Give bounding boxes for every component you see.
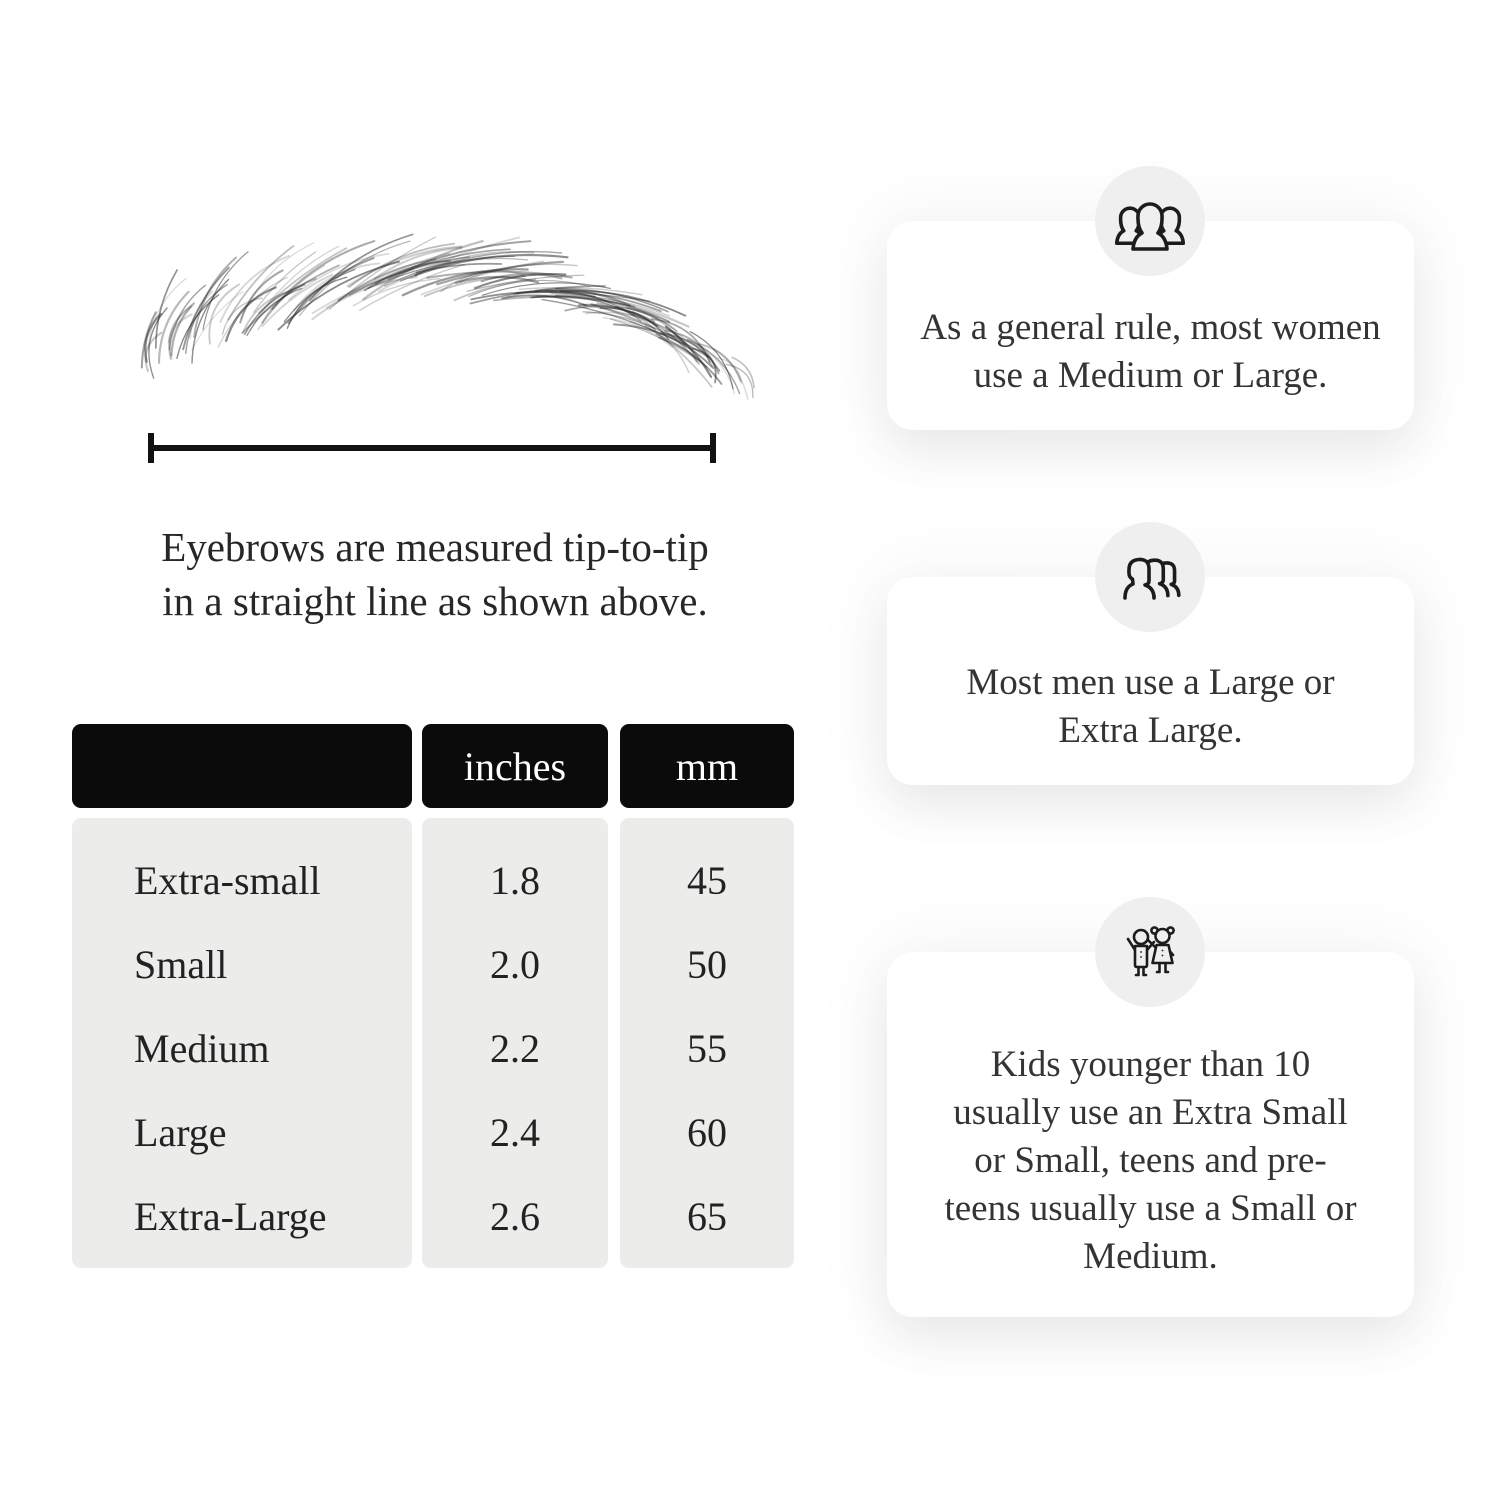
eyebrow-illustration [140, 233, 755, 400]
table-body: Extra-small 1.8 45 Small 2.0 50 Medium 2… [72, 818, 794, 1268]
cell-inches-value: 2.0 [490, 941, 540, 987]
table-header-row: inches mm [72, 724, 794, 808]
table-row: Small 2.0 50 [72, 922, 794, 1006]
measurement-caption: Eyebrows are measured tip-to-tip in a st… [95, 520, 775, 628]
kids-icon-circle [1095, 897, 1205, 1007]
cell-inches-value: 2.4 [490, 1109, 540, 1155]
header-cell-inches: inches [422, 724, 608, 808]
men-info-card: Most men use a Large or Extra Large. [887, 577, 1414, 785]
men-icon-circle [1095, 522, 1205, 632]
card-text: As a general rule, most women use a Medi… [920, 306, 1381, 396]
size-table: inches mm Extra-small 1.8 45 Small 2.0 5… [72, 724, 794, 1268]
card-text: Kids younger than 10 usually use an Extr… [944, 1043, 1357, 1277]
kids-icon [1126, 926, 1175, 977]
cell-inches-value: 2.2 [490, 1025, 540, 1071]
cell-size-label: Large [134, 1109, 227, 1155]
kids-info-card: Kids younger than 10 usually use an Extr… [887, 952, 1414, 1317]
men-group-icon [1123, 557, 1181, 600]
table-column-bg-inches [422, 818, 608, 1268]
women-icon-circle [1095, 166, 1205, 276]
cell-mm-value: 50 [687, 941, 727, 987]
table-row: Large 2.4 60 [72, 1090, 794, 1174]
cell-size-label: Small [134, 941, 228, 987]
cell-mm-value: 65 [687, 1193, 727, 1239]
measurement-line [148, 433, 716, 463]
measurement-line-left-cap [148, 433, 154, 463]
caption-line-2: in a straight line as shown above. [162, 578, 708, 624]
measurement-line-right-cap [710, 433, 716, 463]
caption-line-1: Eyebrows are measured tip-to-tip [161, 524, 709, 570]
women-group-icon [1114, 202, 1186, 251]
table-rows: Extra-small 1.8 45 Small 2.0 50 Medium 2… [72, 838, 794, 1258]
cell-mm-value: 45 [687, 857, 727, 903]
table-row: Extra-small 1.8 45 [72, 838, 794, 922]
cell-size-label: Extra-Large [134, 1193, 327, 1239]
cell-inches-value: 2.6 [490, 1193, 540, 1239]
cell-inches-value: 1.8 [490, 857, 540, 903]
header-cell-mm: mm [620, 724, 794, 808]
table-column-bg-size [72, 818, 412, 1268]
table-row: Extra-Large 2.6 65 [72, 1174, 794, 1258]
cell-size-label: Extra-small [134, 857, 321, 903]
header-cell-size [72, 724, 412, 808]
table-row: Medium 2.2 55 [72, 1006, 794, 1090]
cell-mm-value: 55 [687, 1025, 727, 1071]
cell-mm-value: 60 [687, 1109, 727, 1155]
cell-size-label: Medium [134, 1025, 270, 1071]
card-text: Most men use a Large or Extra Large. [966, 662, 1335, 751]
table-column-bg-mm [620, 818, 794, 1268]
